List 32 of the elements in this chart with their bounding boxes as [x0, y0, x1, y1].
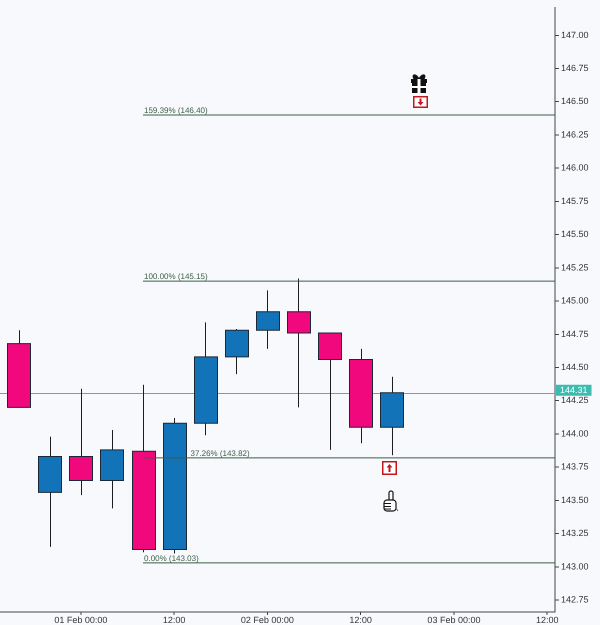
- y-tick-label: 143.00: [561, 561, 589, 572]
- series-label: 0.00% (143.03): [144, 554, 200, 563]
- x-tick-label: 12:00: [349, 614, 372, 625]
- y-tick-label: 144.00: [561, 428, 589, 438]
- x-tick-label: 03 Feb 00:00: [427, 614, 480, 625]
- series-label: 37.26% (143.82): [190, 448, 250, 458]
- y-tick-label: 144.25: [561, 395, 589, 406]
- y-tick-label: 143.75: [561, 462, 589, 472]
- candlestick: [256, 290, 280, 350]
- candlestick: [287, 278, 311, 408]
- x-tick-label: 12:00: [536, 614, 558, 625]
- y-tick-label: 144.75: [561, 328, 589, 339]
- x-tick-label: 02 Feb 00:00: [240, 614, 294, 625]
- y-tick-label: 143.50: [561, 494, 589, 505]
- y-tick-label: 146.50: [561, 96, 589, 106]
- x-tick-label: 01 Feb 00:00: [54, 614, 108, 625]
- x-tick-label: 12:00: [162, 614, 186, 625]
- y-tick-label: 145.75: [561, 196, 589, 206]
- y-tick-label: 142.75: [561, 594, 589, 605]
- y-tick-label: 147.00: [561, 30, 589, 40]
- y-tick-label: 145.25: [561, 262, 589, 272]
- series-label: 159.39% (146.40): [144, 106, 208, 116]
- y-tick-label: 143.25: [561, 528, 589, 538]
- candlestick: [69, 388, 93, 496]
- y-tick-label: 145.50: [561, 229, 589, 240]
- y-tick-label: 145.00: [561, 296, 589, 306]
- ref-line-label: 144.31: [560, 385, 588, 396]
- y-tick-label: 144.50: [561, 362, 589, 372]
- y-tick-label: 146.75: [561, 63, 589, 74]
- series-label: 100.00% (145.15): [144, 272, 208, 282]
- y-tick-label: 146.00: [561, 162, 589, 173]
- y-tick-label: 146.25: [561, 129, 589, 140]
